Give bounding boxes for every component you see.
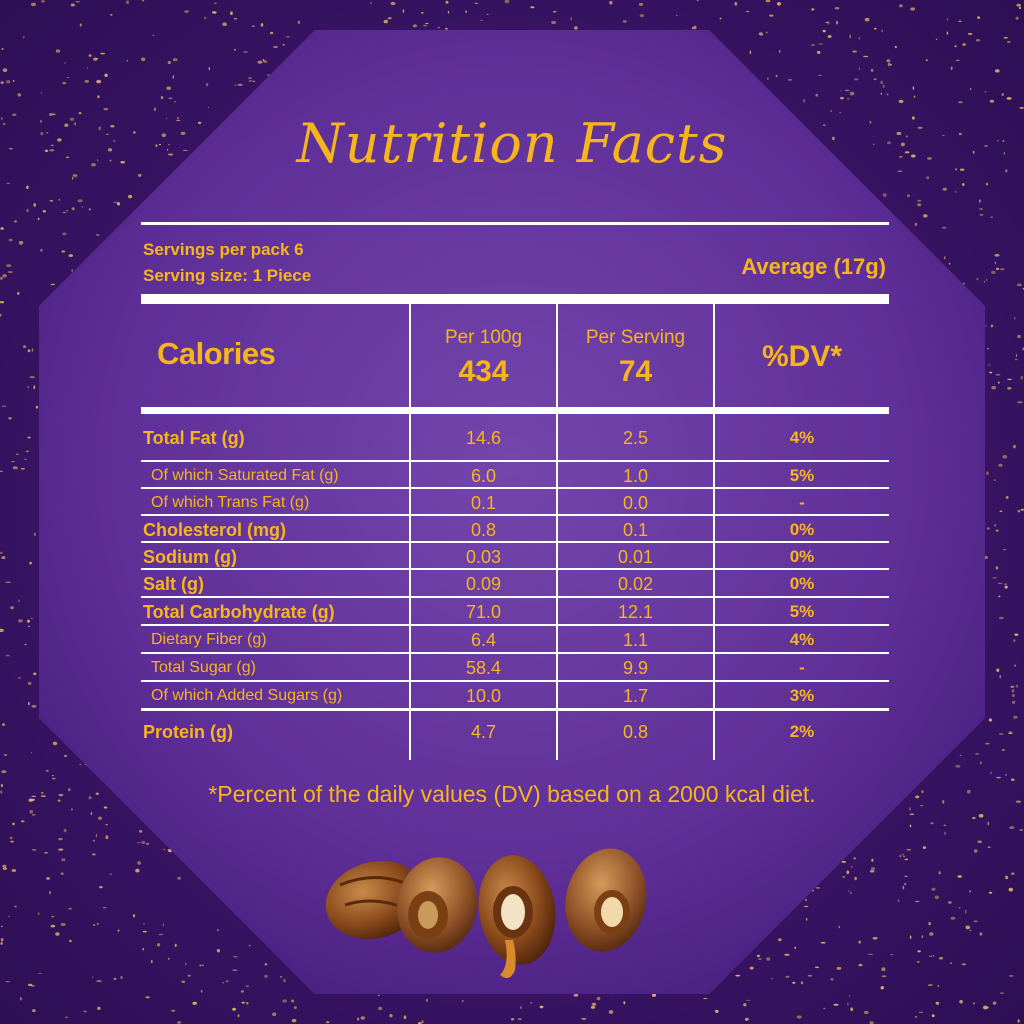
dv-value: 5%: [789, 602, 815, 621]
table-row: Of which Saturated Fat (g) 6.0 1.0 5%: [141, 463, 889, 489]
table-row: Protein (g) 4.7 0.8 2%: [141, 719, 889, 745]
per100-value: 0.1: [470, 493, 497, 513]
perserving-value: 2.5: [622, 428, 649, 448]
dv-value: 0%: [789, 547, 815, 566]
column-divider: [409, 304, 411, 760]
perserving-value: 1.1: [622, 630, 649, 650]
table-row: Total Fat (g) 14.6 2.5 4%: [141, 425, 889, 451]
nutrient-name: Protein (g): [143, 722, 233, 742]
dv-value: 4%: [789, 428, 815, 447]
nutrient-name: Total Fat (g): [143, 428, 245, 448]
nutrient-name: Salt (g): [143, 574, 204, 594]
dv-value: -: [799, 658, 805, 677]
per100-value: 0.09: [465, 574, 502, 594]
per100-label: Per 100g: [444, 327, 523, 348]
perserving-value: 0.1: [622, 520, 649, 540]
servings-per-pack: Servings per pack 6: [143, 240, 304, 259]
dv-value: -: [799, 493, 805, 512]
nutrient-name: Sodium (g): [143, 547, 237, 567]
thick-rule: [141, 294, 889, 304]
table-row: Total Carbohydrate (g) 71.0 12.1 5%: [141, 599, 889, 625]
nutrient-name: Cholesterol (mg): [143, 520, 287, 540]
table-row: Sodium (g) 0.03 0.01 0%: [141, 544, 889, 570]
perserving-value: 0.01: [617, 547, 654, 567]
row-rule: [141, 596, 889, 598]
per100-value: 10.0: [465, 686, 502, 706]
header-bottom-rule: [141, 407, 889, 414]
table-row: Salt (g) 0.09 0.02 0%: [141, 571, 889, 597]
footnote: *Percent of the daily values (DV) based …: [208, 781, 816, 807]
per100-value: 14.6: [465, 428, 502, 448]
nutrient-name: Total Sugar (g): [151, 659, 256, 676]
perserving-value: 0.02: [617, 574, 654, 594]
dv-value: 0%: [789, 574, 815, 593]
serving-info: Servings per pack 6 Serving size: 1 Piec…: [143, 237, 311, 289]
table-row: Dietary Fiber (g) 6.4 1.1 4%: [141, 627, 889, 653]
dv-header: %DV*: [761, 340, 843, 373]
average-weight: Average (17g): [741, 254, 886, 279]
table-row: Of which Added Sugars (g) 10.0 1.7 3%: [141, 683, 889, 709]
perserving-value: 0.0: [622, 493, 649, 513]
calories-label: Calories: [157, 336, 276, 371]
dv-value: 2%: [789, 722, 815, 741]
per100-value: 4.7: [470, 722, 497, 742]
row-rule: [141, 460, 889, 462]
chocolate-coated-dates-image: [325, 848, 647, 979]
row-rule: [141, 487, 889, 489]
row-rule: [141, 652, 889, 654]
nutrient-name: Dietary Fiber (g): [151, 631, 267, 648]
perserving-label: Per Serving: [585, 327, 686, 348]
perserving-value: 1.0: [622, 466, 649, 486]
octagon-panel: [39, 30, 985, 994]
perserving-calories: 74: [618, 355, 653, 388]
per100-value: 71.0: [465, 602, 502, 622]
dv-value: 4%: [789, 630, 815, 649]
dv-value: 3%: [789, 686, 815, 705]
nutrient-name: Total Carbohydrate (g): [143, 602, 335, 622]
per100-value: 6.0: [470, 466, 497, 486]
dv-value: 0%: [789, 520, 815, 539]
per100-value: 6.4: [470, 630, 497, 650]
nutrient-name: Of which Trans Fat (g): [151, 494, 310, 511]
table-row: Cholesterol (mg) 0.8 0.1 0%: [141, 517, 889, 543]
perserving-value: 12.1: [617, 602, 654, 622]
perserving-header: Per Serving 74: [558, 326, 713, 394]
row-rule: [141, 541, 889, 543]
row-rule: [141, 708, 889, 711]
table-row: Total Sugar (g) 58.4 9.9 -: [141, 655, 889, 681]
perserving-value: 0.8: [622, 722, 649, 742]
page-title: Nutrition Facts: [296, 112, 728, 175]
per100-header: Per 100g 434: [411, 326, 556, 394]
per100-value: 0.8: [470, 520, 497, 540]
column-divider: [713, 304, 715, 760]
nutrient-name: Of which Added Sugars (g): [151, 687, 343, 704]
row-rule: [141, 624, 889, 626]
per100-value: 0.03: [465, 547, 502, 567]
row-rule: [141, 514, 889, 516]
perserving-value: 1.7: [622, 686, 649, 706]
top-rule: [141, 222, 889, 225]
perserving-value: 9.9: [622, 658, 649, 678]
dv-value: 5%: [789, 466, 815, 485]
table-row: Of which Trans Fat (g) 0.1 0.0 -: [141, 490, 889, 516]
per100-value: 58.4: [465, 658, 502, 678]
nutrient-name: Of which Saturated Fat (g): [151, 467, 339, 484]
column-divider: [556, 304, 558, 760]
row-rule: [141, 568, 889, 570]
serving-size: Serving size: 1 Piece: [143, 266, 312, 285]
row-rule: [141, 680, 889, 682]
per100-calories: 434: [458, 355, 509, 388]
